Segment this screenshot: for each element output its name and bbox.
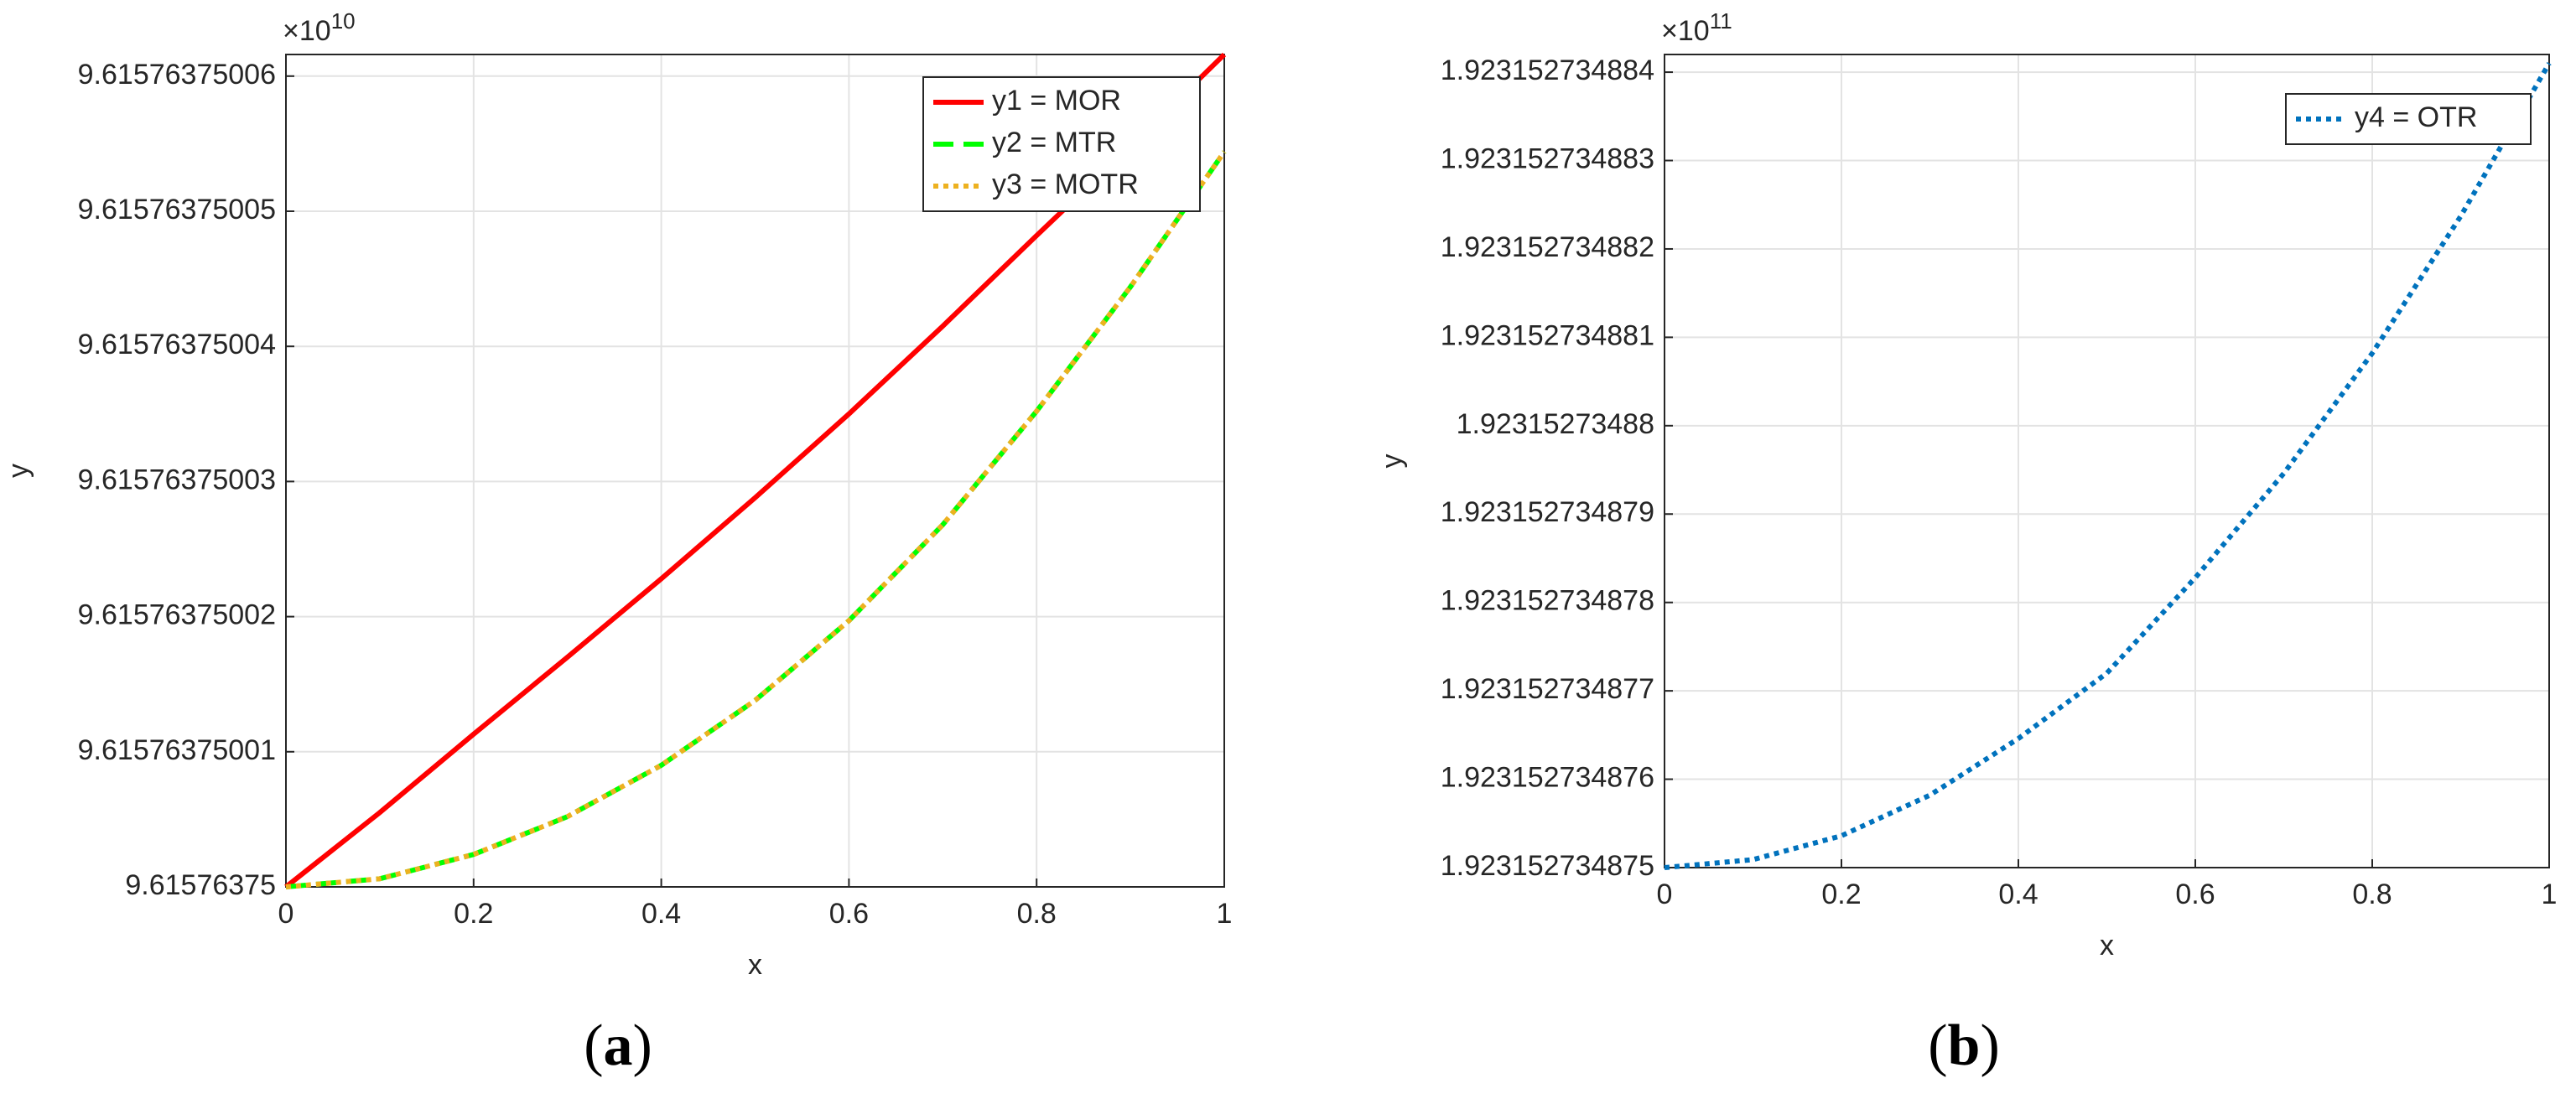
x-tick-label: 1 [1217,898,1233,930]
panel-label-part: ) [1980,1013,1999,1078]
panel-label-part: b [1948,1013,1981,1078]
x-tick-label: 0.8 [2352,879,2392,910]
y-tick-label: 1.923152734884 [1441,54,1654,86]
x-tick-label: 0.2 [1821,879,1861,910]
x-tick-label: 0 [278,898,294,930]
x-tick-label: 0.6 [829,898,869,930]
panel-label: (a) [584,1013,652,1078]
x-axis-label: x [748,949,762,981]
panel-label-part: ( [584,1013,603,1078]
y-tick-label: 1.92315273488 [1457,408,1654,440]
x-tick-label: 0.8 [1017,898,1057,930]
x-tick-label: 1 [2542,879,2558,910]
y-axis-label: y [3,464,34,478]
y-multiplier: ×1011 [1661,8,1732,47]
legend-label: y1 = MOR [992,85,1121,117]
x-tick-label: 0.4 [1998,879,2038,910]
y-tick-label: 9.61576375004 [78,329,276,360]
y-tick-label: 1.923152734882 [1441,231,1654,263]
legend-label: y4 = OTR [2355,101,2477,133]
axes-box [1664,54,2550,868]
x-axis-label: x [2100,930,2114,961]
y-tick-label: 9.61576375002 [78,599,276,631]
y-multiplier: ×1010 [283,8,356,47]
y-tick-label: 9.61576375 [125,869,276,901]
legend-label: y2 = MTR [992,127,1116,158]
multiplier-exponent: 11 [1710,8,1732,34]
panel-label: (b) [1928,1013,2000,1078]
x-tick-label: 0.2 [454,898,493,930]
panel-label-part: ( [1928,1013,1947,1078]
y-tick-label: 1.923152734881 [1441,319,1654,351]
subplot: 1.923152734875 1.923152734876 1.9231527348… [1376,8,2557,1078]
multiplier-base: ×10 [1661,15,1710,47]
panel-label-part: a [604,1013,633,1078]
legend-label: y3 = MOTR [992,168,1139,200]
y-tick-label: 9.61576375005 [78,194,276,225]
y-tick-label: 1.923152734877 [1441,673,1654,705]
subplot: 9.61576375 9.61576375001 9.61576375002 9.61… [3,8,1232,1078]
y-tick-label: 9.61576375006 [78,59,276,91]
x-tick-label: 0 [1657,879,1673,910]
x-tick-label: 0.6 [2175,879,2215,910]
y-tick-label: 1.923152734883 [1441,143,1654,174]
y-tick-label: 9.61576375001 [78,734,276,766]
y-tick-label: 1.923152734875 [1441,850,1654,882]
x-tick-label: 0.4 [641,898,681,930]
multiplier-base: ×10 [283,15,331,47]
plot-area [1665,54,2549,868]
panel-label-part: ) [633,1013,652,1078]
y-tick-label: 1.923152734878 [1441,585,1654,617]
y-tick-label: 1.923152734876 [1441,762,1654,794]
y-tick-label: 9.61576375003 [78,464,276,495]
y-tick-label: 1.923152734879 [1441,496,1654,528]
series-line [285,150,1227,889]
axes-box [285,54,1225,888]
y-axis-label: y [1376,454,1408,469]
multiplier-exponent: 10 [331,8,356,34]
